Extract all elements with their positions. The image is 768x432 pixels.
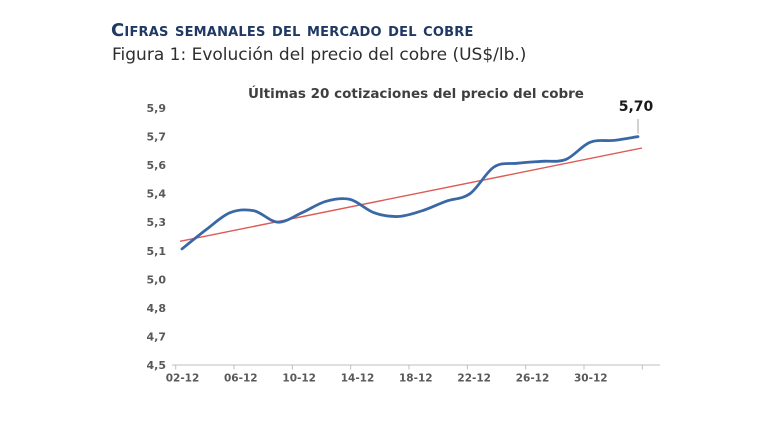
x-tick-label-6: 26-12 xyxy=(516,373,550,385)
y-tick-label-1: 5,7 xyxy=(147,131,167,144)
y-tick-label-6: 5,0 xyxy=(147,273,167,286)
y-tick-label-0: 5,9 xyxy=(147,102,167,115)
last-point-label: 5,70 xyxy=(618,99,654,115)
report-title: Cifras semanales del mercado del cobre xyxy=(111,20,474,41)
price-line xyxy=(180,135,640,251)
y-tick-label-4: 5,3 xyxy=(147,216,167,229)
y-tick-label-3: 5,4 xyxy=(147,188,167,201)
y-tick-label-8: 4,7 xyxy=(147,330,167,343)
chart-title: Últimas 20 cotizaciones del precio del c… xyxy=(248,86,584,102)
x-tick-label-4: 18-12 xyxy=(399,373,433,385)
x-tick-label-1: 06-12 xyxy=(224,373,258,385)
x-tick-label-7: 30-12 xyxy=(574,373,608,385)
y-tick-label-2: 5,6 xyxy=(147,159,167,172)
figure-caption: Figura 1: Evolución del precio del cobre… xyxy=(112,45,527,65)
x-tick-label-3: 14-12 xyxy=(341,373,375,385)
y-tick-label-9: 4,5 xyxy=(147,359,167,372)
y-tick-label-5: 5,1 xyxy=(147,245,167,258)
trend-line xyxy=(179,147,643,242)
x-tick-label-5: 22-12 xyxy=(457,373,491,385)
x-tick-label-2: 10-12 xyxy=(282,373,316,385)
x-tick-label-0: 02-12 xyxy=(166,373,200,385)
y-tick-label-7: 4,8 xyxy=(147,302,167,315)
